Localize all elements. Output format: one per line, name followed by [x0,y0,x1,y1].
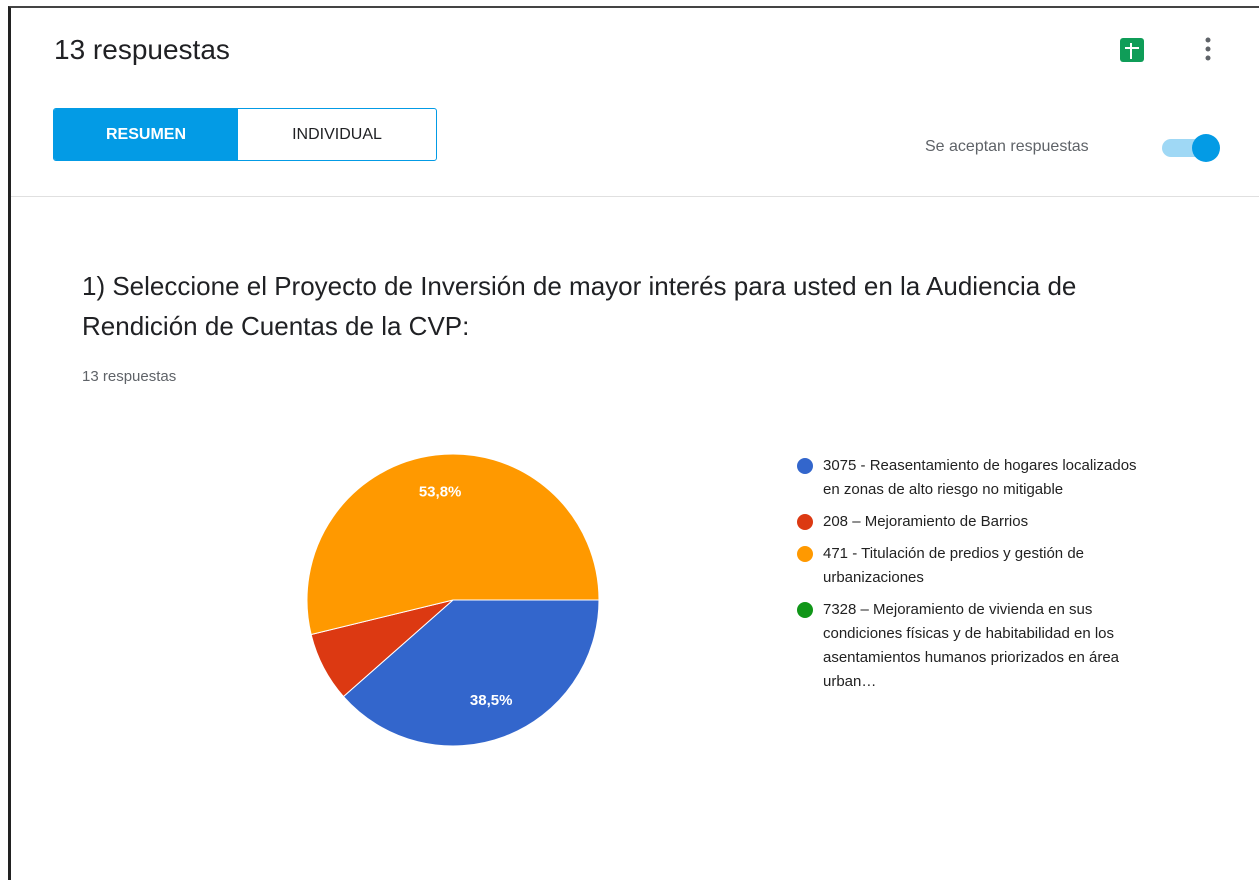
legend: 3075 - Reasentamiento de hogares localiz… [797,454,1157,702]
tab-individual[interactable]: INDIVIDUAL [292,125,382,143]
pie-chart: 38,5% 53,8% [306,453,600,747]
legend-item: 7328 – Mejoramiento de vivienda en sus c… [797,598,1157,694]
legend-text: 471 - Titulación de predios y gestión de… [823,545,1084,586]
legend-dot [797,514,813,530]
pie-slice [342,599,600,747]
responses-title: 13 respuestas [54,34,230,65]
legend-dot [797,546,813,562]
legend-text: 208 – Mejoramiento de Barrios [823,513,1029,530]
sheets-icon[interactable] [1118,36,1146,64]
legend-dot [797,458,813,474]
legend-item: 471 - Titulación de predios y gestión de… [797,542,1157,590]
legend-item: 208 – Mejoramiento de Barrios [797,510,1157,534]
window-frame [8,6,1259,880]
question-subtitle: 13 respuestas [82,368,177,385]
accepting-label: Se aceptan respuestas [925,138,1089,155]
tab-summary[interactable]: RESUMEN [54,109,238,160]
slice-label: 53,8% [419,484,462,501]
pie-slice [306,453,600,636]
legend-dot [797,602,813,618]
slice-label: 38,5% [470,692,513,709]
divider [11,196,1259,197]
legend-text: 3075 - Reasentamiento de hogares localiz… [823,457,1137,498]
tabs: RESUMEN INDIVIDUAL [53,108,437,161]
more-menu[interactable] [1198,34,1218,66]
question-title: 1) Seleccione el Proyecto de Inversión d… [82,271,1077,341]
legend-text: 7328 – Mejoramiento de vivienda en sus c… [823,601,1120,690]
legend-item: 3075 - Reasentamiento de hogares localiz… [797,454,1157,502]
toggle[interactable] [1158,130,1228,166]
